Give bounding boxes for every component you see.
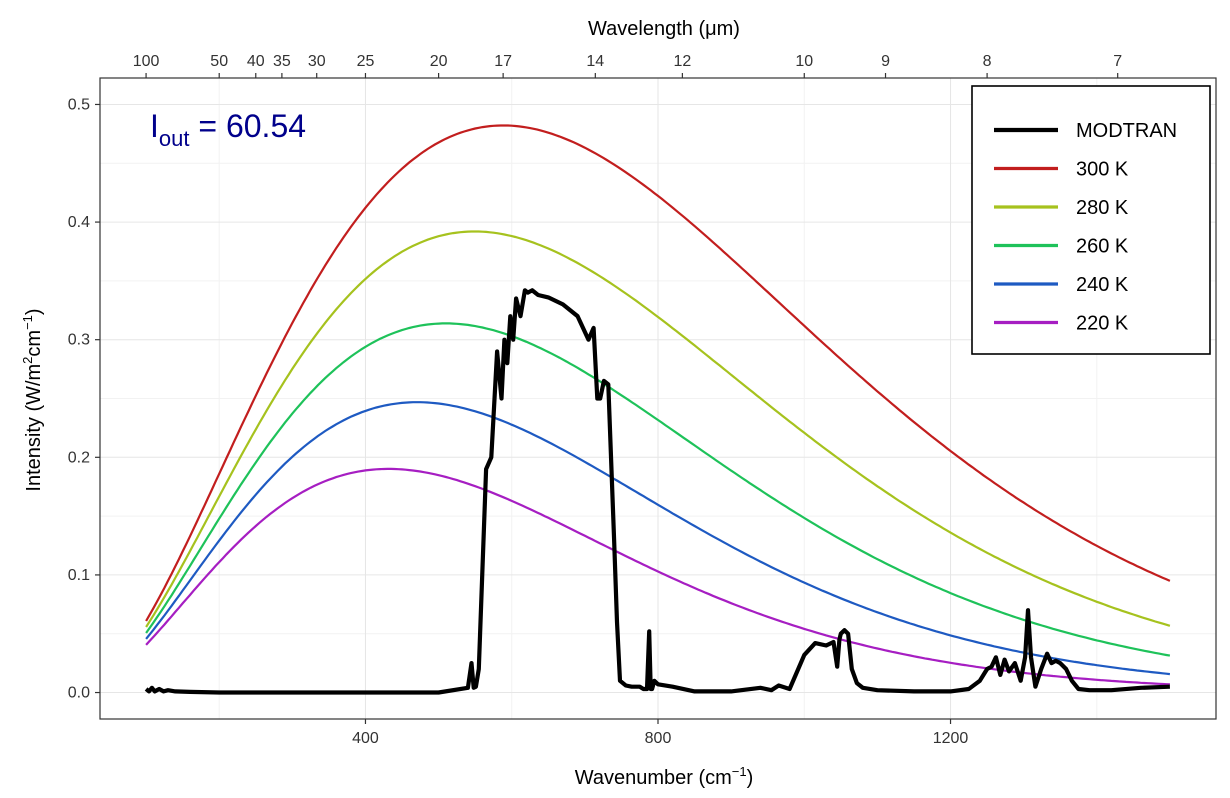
x-tick-label: 800 <box>645 730 672 747</box>
x2-tick-label: 7 <box>1113 53 1122 70</box>
x2-tick-label: 9 <box>881 53 890 70</box>
x2-tick-label: 14 <box>586 53 604 70</box>
x2-axis-title: Wavelength (μm) <box>588 18 740 40</box>
series-layer <box>144 124 1171 695</box>
legend-label: 240 K <box>1076 274 1129 296</box>
y-tick-label: 0.4 <box>68 214 90 231</box>
x-tick-label: 400 <box>352 730 379 747</box>
legend: MODTRAN 300 K 280 K 260 K 240 K 220 K <box>971 85 1211 355</box>
x2-tick-label: 30 <box>308 53 326 70</box>
x2-tick-label: 8 <box>983 53 992 70</box>
y-tick-label: 0.3 <box>68 332 90 349</box>
x2-tick-label: 25 <box>357 53 375 70</box>
y-tick-label: 0.1 <box>68 567 90 584</box>
x2-tick-label: 40 <box>247 53 265 70</box>
y-axis-left: 0.0 0.1 0.2 0.3 0.4 0.5 <box>68 96 100 702</box>
x-axis-top: 100 50 40 35 30 25 20 17 14 12 10 9 8 7 <box>133 53 1122 78</box>
x2-tick-label: 12 <box>673 53 691 70</box>
x-axis-bottom: 400 800 1200 <box>352 719 968 747</box>
x-axis-title: Wavenumber (cm−1) <box>575 764 754 789</box>
series-line-280k <box>145 230 1171 628</box>
series-line-240k <box>145 401 1171 676</box>
series-line-260k <box>145 322 1171 657</box>
x2-tick-label: 10 <box>795 53 813 70</box>
y-axis-title: Intensity (W/m2cm−1) <box>20 308 45 491</box>
y-tick-label: 0.5 <box>68 96 90 113</box>
y-tick-label: 0.2 <box>68 449 90 466</box>
iout-annotation: Iout = 60.54 <box>150 108 306 151</box>
series-line-modtran <box>144 288 1170 695</box>
series-line-300k <box>145 124 1171 622</box>
legend-label: 260 K <box>1076 236 1129 258</box>
x2-tick-label: 50 <box>210 53 228 70</box>
legend-label: 220 K <box>1076 313 1129 335</box>
x2-tick-label: 17 <box>494 53 512 70</box>
legend-label: 280 K <box>1076 197 1129 219</box>
legend-label: 300 K <box>1076 159 1129 181</box>
x2-tick-label: 35 <box>273 53 291 70</box>
x2-tick-label: 20 <box>430 53 448 70</box>
x2-tick-label: 100 <box>133 53 160 70</box>
x-tick-label: 1200 <box>933 730 969 747</box>
legend-label: MODTRAN <box>1076 120 1177 142</box>
y-tick-label: 0.0 <box>68 685 90 702</box>
